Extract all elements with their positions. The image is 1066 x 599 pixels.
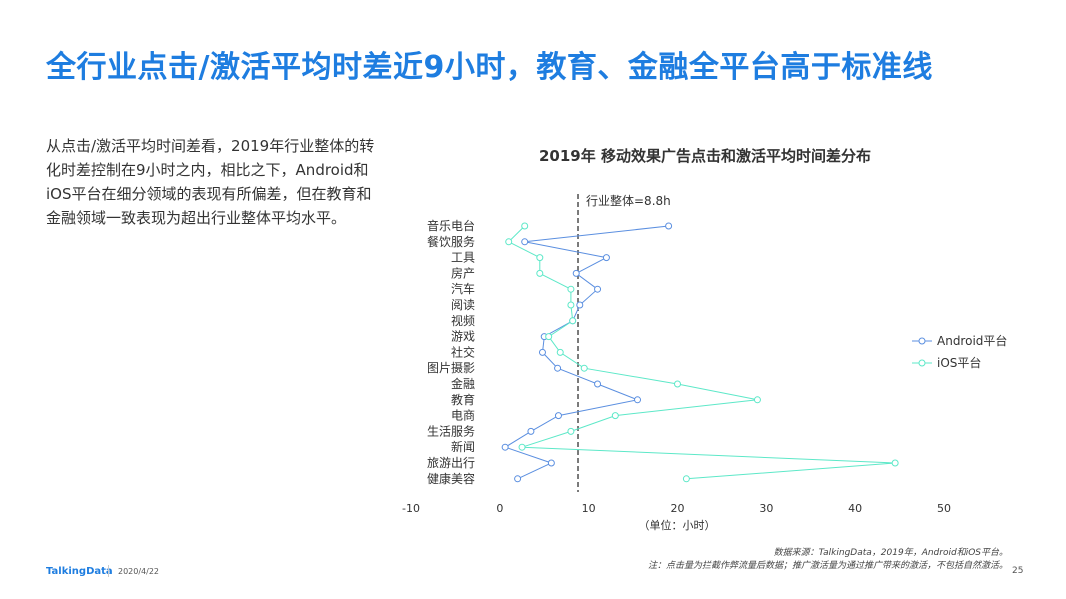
data-point — [536, 254, 544, 262]
x-tick-label: 30 — [759, 502, 773, 515]
data-point — [521, 238, 529, 246]
category-label: 生活服务 — [427, 423, 475, 438]
data-point — [514, 475, 522, 483]
data-point — [545, 333, 553, 341]
category-label: 视频 — [451, 313, 475, 328]
data-point — [567, 427, 575, 435]
category-label: 教育 — [451, 392, 475, 407]
data-point — [634, 396, 642, 404]
x-axis-label: （单位：小时） — [639, 518, 716, 532]
data-point — [674, 380, 681, 388]
category-label: 电商 — [451, 408, 475, 423]
data-point — [611, 412, 619, 420]
data-point — [576, 301, 584, 309]
x-tick-label: 50 — [937, 502, 951, 515]
category-label: 社交 — [451, 344, 475, 359]
category-label: 新闻 — [451, 439, 475, 454]
data-point — [518, 443, 526, 451]
data-point — [538, 348, 546, 356]
legend-label: iOS平台 — [937, 355, 981, 370]
page-title: 全行业点击/激活平均时差近9小时，教育、金融全平台高于标准线 — [46, 50, 933, 85]
reference-label: 行业整体=8.8h — [586, 193, 671, 208]
talkingdata-logo: TalkingData — [46, 566, 113, 577]
series-line-android — [504, 225, 669, 480]
x-tick-label: 10 — [582, 502, 596, 515]
summary-text: 从点击/激活平均时间差看，2019年行业整体的转化时差控制在9小时之内，相比之下… — [46, 137, 375, 227]
data-point — [505, 238, 513, 246]
footer-source: 数据来源：TalkingData，2019年，Android和iOS平台。 注：… — [648, 547, 1008, 573]
category-label: 餐饮服务 — [427, 234, 475, 249]
footer-divider — [108, 565, 109, 577]
data-point — [554, 412, 562, 420]
category-label: 工具 — [451, 251, 475, 265]
x-tick-label: -10 — [402, 502, 420, 515]
legend-marker — [918, 359, 926, 367]
category-label: 图片摄影 — [427, 360, 475, 375]
category-label: 汽车 — [451, 281, 475, 296]
x-tick-label: 20 — [671, 502, 685, 515]
category-label: 阅读 — [451, 298, 475, 312]
data-point — [602, 254, 610, 262]
data-point — [594, 285, 602, 293]
data-point — [521, 222, 529, 230]
data-point — [536, 269, 544, 277]
category-label: 房产 — [451, 265, 475, 280]
data-point — [572, 269, 580, 277]
x-tick-label: 40 — [848, 502, 862, 515]
data-point — [556, 348, 564, 356]
series-line-ios — [507, 225, 896, 480]
data-point — [567, 285, 575, 293]
data-point — [567, 301, 575, 309]
data-point — [891, 459, 899, 467]
category-label: 金融 — [451, 376, 475, 391]
note-text: 注：点击量为拦截作弊流量后数据；推广激活量为通过推广带来的激活，不包括自然激活。 — [647, 561, 1008, 571]
data-point — [665, 222, 673, 230]
data-point — [527, 427, 535, 435]
data-point — [682, 475, 690, 483]
legend-label: Android平台 — [937, 333, 1007, 348]
data-point — [501, 443, 509, 451]
data-point — [569, 317, 577, 325]
legend-marker — [918, 337, 926, 345]
page-number: 25 — [1012, 566, 1024, 576]
data-point — [554, 364, 562, 372]
data-point — [547, 459, 555, 467]
chart-title: 2019年 移动效果广告点击和激活平均时间差分布 — [539, 147, 871, 165]
source-text: 数据来源：TalkingData，2019年，Android和iOS平台。 — [773, 548, 1008, 558]
category-label: 健康美容 — [427, 471, 475, 486]
category-label: 游戏 — [451, 330, 475, 344]
x-tick-label: 0 — [496, 502, 503, 515]
footer-date: 2020/4/22 — [118, 567, 160, 576]
data-point — [753, 396, 761, 404]
category-label: 旅游出行 — [427, 456, 475, 470]
data-point — [580, 364, 588, 372]
data-point — [594, 380, 602, 388]
category-label: 音乐电台 — [427, 218, 475, 233]
